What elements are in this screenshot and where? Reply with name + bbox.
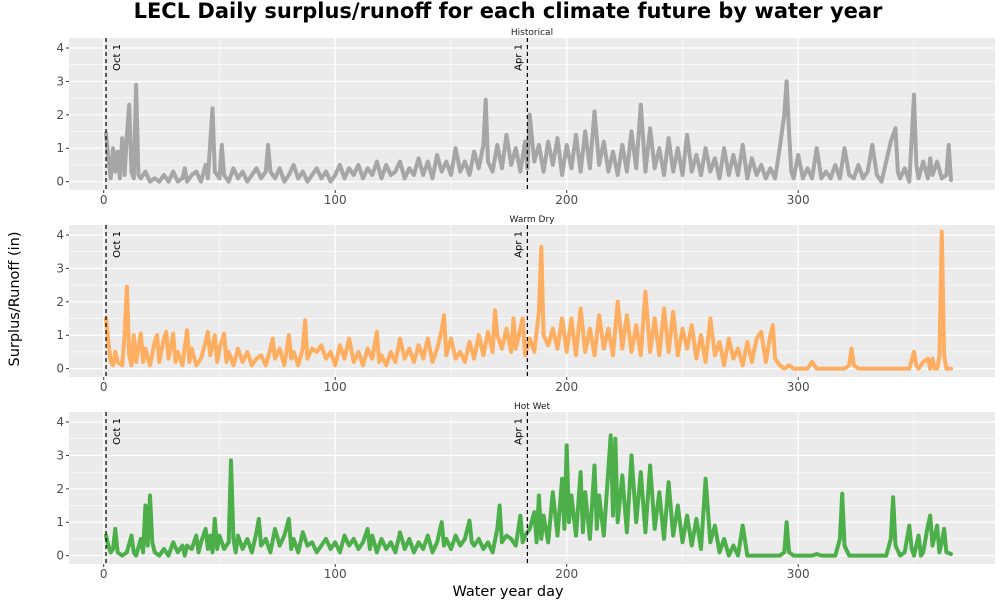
- x-tick-label: 0: [100, 567, 108, 581]
- reference-line-label: Oct 1: [112, 231, 123, 258]
- panel-title: Historical: [511, 28, 553, 38]
- y-tick-label: 1: [56, 141, 64, 155]
- x-tick-label: 0: [100, 380, 108, 394]
- panel-title: Hot Wet: [514, 402, 551, 412]
- panel-historical: 0 100 200 300 0 1 2 3 4 Historical Oct 1 Apr 1: [56, 28, 995, 207]
- reference-line-label: Apr 1: [513, 231, 524, 258]
- y-tick-label: 4: [56, 228, 64, 242]
- x-tick-label: 300: [787, 567, 810, 581]
- y-tick-label: 3: [56, 74, 64, 88]
- series-line-hot-wet: [104, 433, 953, 558]
- y-tick-label: 3: [56, 448, 64, 462]
- y-tick-label: 1: [56, 328, 64, 342]
- y-tick-label: 3: [56, 261, 64, 275]
- y-tick-label: 4: [56, 41, 64, 55]
- y-tick-label: 2: [56, 482, 64, 496]
- y-tick-label: 0: [56, 549, 64, 563]
- reference-line-label: Apr 1: [513, 44, 524, 71]
- reference-line-label: Oct 1: [112, 44, 123, 71]
- y-tick-label: 2: [56, 295, 64, 309]
- reference-line-label: Oct 1: [112, 418, 123, 445]
- y-tick-label: 1: [56, 515, 64, 529]
- y-axis-label: Surplus/Runoff (in): [7, 231, 23, 366]
- x-tick-label: 100: [324, 193, 347, 207]
- series-line-historical: [104, 79, 953, 184]
- x-tick-label: 200: [555, 567, 578, 581]
- x-tick-label: 300: [787, 380, 810, 394]
- chart-title: LECL Daily surplus/runoff for each clima…: [134, 0, 883, 23]
- x-tick-label: 100: [324, 380, 347, 394]
- panel-title: Warm Dry: [510, 215, 556, 225]
- x-axis-label: Water year day: [452, 584, 564, 600]
- panel-warm-dry: 0 100 200 300 0 1 2 3 4 Warm Dry Oct 1 Apr 1: [56, 215, 995, 394]
- y-tick-label: 0: [56, 362, 64, 376]
- series-line-warm-dry: [104, 229, 953, 371]
- x-tick-label: 0: [100, 193, 108, 207]
- reference-line-label: Apr 1: [513, 418, 524, 445]
- y-tick-label: 4: [56, 415, 64, 429]
- x-tick-label: 300: [787, 193, 810, 207]
- x-tick-label: 100: [324, 567, 347, 581]
- y-tick-label: 2: [56, 108, 64, 122]
- x-tick-label: 200: [555, 193, 578, 207]
- y-tick-label: 0: [56, 175, 64, 189]
- panel-background: [69, 225, 995, 377]
- x-tick-label: 200: [555, 380, 578, 394]
- panel-hot-wet: 0 100 200 300 0 1 2 3 4 Hot Wet Oct 1 Apr 1: [56, 402, 995, 581]
